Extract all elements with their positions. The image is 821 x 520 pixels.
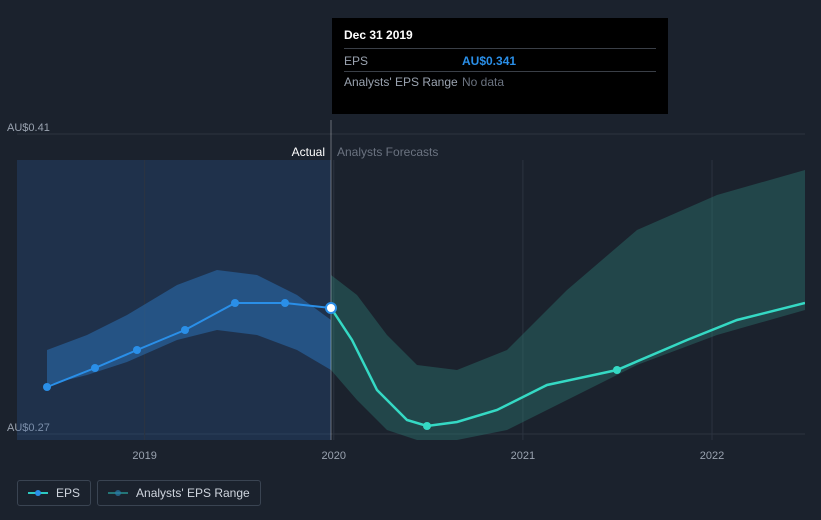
chart-svg [17,120,805,440]
x-tick: 2020 [322,450,346,462]
x-tick: 2022 [700,450,724,462]
tooltip-date: Dec 31 2019 [344,28,656,49]
chart-plot[interactable] [17,120,805,460]
tooltip-row: EPS AU$0.341 [344,51,656,72]
tooltip-row-label: Analysts' EPS Range [344,75,462,89]
swatch-range-icon [108,489,128,497]
legend-item-analysts-range[interactable]: Analysts' EPS Range [97,480,261,506]
tooltip-row-value: AU$0.341 [462,54,516,68]
legend-item-label: EPS [56,486,80,500]
legend-item-eps[interactable]: EPS [17,480,91,506]
tooltip-row-label: EPS [344,54,462,68]
tooltip-row: Analysts' EPS Range No data [344,72,656,92]
chart-tooltip: Dec 31 2019 EPS AU$0.341 Analysts' EPS R… [332,18,668,114]
tooltip-row-value: No data [462,75,504,89]
legend: EPS Analysts' EPS Range [17,480,261,506]
swatch-eps-icon [28,489,48,497]
x-tick: 2021 [511,450,535,462]
x-tick: 2019 [132,450,156,462]
legend-item-label: Analysts' EPS Range [136,486,250,500]
